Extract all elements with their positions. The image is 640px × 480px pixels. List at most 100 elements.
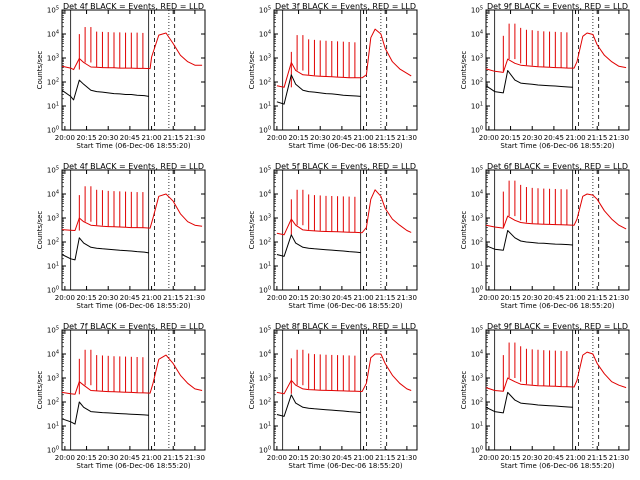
y-axis-label: Counts/sec (36, 211, 44, 250)
events-series-line (485, 230, 573, 251)
plot-frame (273, 329, 418, 451)
x-tick-label: 21:30 (609, 134, 629, 142)
y-tick-label: 105 (471, 326, 483, 335)
plot-frame (61, 169, 206, 291)
y-tick-label: 100 (471, 126, 483, 135)
x-tick-label: 21:30 (609, 294, 629, 302)
y-tick-label: 104 (47, 190, 59, 199)
x-tick-label: 21:15 (587, 134, 607, 142)
events-series-line (276, 74, 361, 105)
x-tick-label: 20:00 (55, 134, 75, 142)
y-tick-label: 104 (471, 30, 483, 39)
plot-frame (273, 9, 418, 131)
x-tick-label: 20:15 (76, 134, 96, 142)
y-axis-label: Counts/sec (460, 371, 468, 410)
x-tick-label: 21:15 (163, 454, 183, 462)
x-axis-label: Start Time (06-Dec-06 18:55:20) (288, 142, 402, 150)
x-tick-label: 21:15 (587, 294, 607, 302)
x-axis-label: Start Time (06-Dec-06 18:55:20) (288, 462, 402, 470)
lld-series-line (61, 32, 203, 71)
x-tick-label: 20:45 (544, 134, 564, 142)
lld-series-line (276, 28, 412, 88)
x-tick-label: 21:30 (397, 294, 417, 302)
y-tick-label: 102 (259, 238, 271, 247)
x-tick-label: 21:00 (565, 454, 585, 462)
x-tick-label: 20:45 (544, 454, 564, 462)
x-tick-label: 20:00 (55, 294, 75, 302)
x-tick-label: 20:30 (98, 134, 118, 142)
chart-panel: Det 9f BLACK = Events, RED = LLD 100 101 10… (460, 2, 630, 150)
chart-panel: Det 3f BLACK = Events, RED = LLD 100 101 10… (248, 2, 418, 150)
x-tick-label: 20:45 (332, 134, 352, 142)
x-tick-label: 21:00 (353, 134, 373, 142)
lld-series-line (276, 189, 412, 236)
x-tick-label: 20:00 (479, 294, 499, 302)
y-tick-label: 105 (471, 166, 483, 175)
x-tick-label: 21:00 (141, 454, 161, 462)
y-tick-label: 105 (47, 326, 59, 335)
y-tick-label: 101 (259, 102, 271, 111)
x-tick-label: 21:15 (375, 134, 395, 142)
chart-title: Det 6f BLACK = Events, RED = LLD (487, 162, 628, 171)
chart-title: Det 9f BLACK = Events, RED = LLD (487, 2, 628, 11)
x-tick-label: 20:15 (500, 454, 520, 462)
y-tick-label: 103 (471, 374, 483, 383)
x-tick-label: 20:00 (55, 454, 75, 462)
x-tick-label: 21:00 (353, 454, 373, 462)
lld-series-line (61, 354, 203, 395)
x-tick-label: 21:30 (397, 134, 417, 142)
y-axis-label: Counts/sec (248, 371, 256, 410)
y-tick-label: 101 (259, 422, 271, 431)
plot-frame (485, 169, 630, 291)
x-tick-label: 20:45 (544, 294, 564, 302)
lld-series-line (61, 193, 203, 231)
y-tick-label: 103 (259, 214, 271, 223)
y-tick-label: 100 (471, 446, 483, 455)
y-tick-label: 101 (471, 102, 483, 111)
y-tick-label: 105 (259, 6, 271, 15)
y-tick-label: 101 (47, 102, 59, 111)
x-tick-label: 20:15 (500, 294, 520, 302)
events-series-line (61, 401, 149, 425)
events-series-line (276, 234, 361, 257)
y-tick-label: 103 (471, 54, 483, 63)
chart-panel: Det 4f BLACK = Events, RED = LLD 100 101 10… (36, 162, 206, 310)
y-tick-label: 100 (47, 286, 59, 295)
x-tick-label: 20:30 (522, 294, 542, 302)
chart-panel: Det 7f BLACK = Events, RED = LLD 100 101 10… (36, 322, 206, 470)
x-tick-label: 20:00 (267, 134, 287, 142)
x-tick-label: 21:00 (353, 294, 373, 302)
y-axis-label: Counts/sec (36, 371, 44, 410)
y-tick-label: 101 (471, 422, 483, 431)
lld-series-line (485, 193, 627, 230)
y-tick-label: 104 (259, 30, 271, 39)
x-tick-label: 20:45 (332, 294, 352, 302)
y-axis-label: Counts/sec (460, 211, 468, 250)
events-series-line (61, 237, 149, 261)
x-tick-label: 21:00 (141, 134, 161, 142)
plot-frame (485, 9, 630, 131)
x-tick-label: 20:15 (288, 454, 308, 462)
events-series-line (61, 79, 149, 101)
y-tick-label: 103 (259, 54, 271, 63)
y-tick-label: 101 (47, 262, 59, 271)
y-tick-label: 100 (259, 286, 271, 295)
x-tick-label: 21:30 (397, 454, 417, 462)
x-tick-label: 21:00 (565, 134, 585, 142)
y-tick-label: 102 (471, 78, 483, 87)
y-tick-label: 102 (471, 398, 483, 407)
y-tick-label: 100 (471, 286, 483, 295)
x-axis-label: Start Time (06-Dec-06 18:55:20) (76, 462, 190, 470)
events-series-line (485, 70, 573, 94)
x-tick-label: 21:30 (185, 454, 205, 462)
x-tick-label: 21:00 (565, 294, 585, 302)
chart-title: Det 8f BLACK = Events, RED = LLD (275, 322, 416, 331)
y-tick-label: 105 (47, 166, 59, 175)
x-tick-label: 21:15 (163, 294, 183, 302)
y-tick-label: 103 (471, 214, 483, 223)
y-tick-label: 104 (471, 350, 483, 359)
y-tick-label: 103 (259, 374, 271, 383)
x-tick-label: 20:30 (522, 134, 542, 142)
x-tick-label: 20:15 (288, 294, 308, 302)
y-tick-label: 102 (47, 398, 59, 407)
